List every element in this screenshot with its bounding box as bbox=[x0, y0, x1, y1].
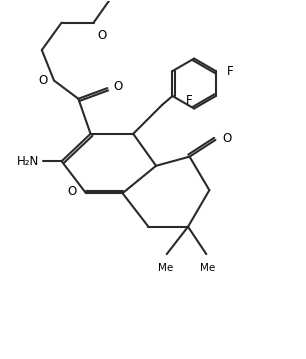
Text: Me: Me bbox=[158, 263, 173, 272]
Text: H₂N: H₂N bbox=[17, 155, 39, 168]
Text: F: F bbox=[186, 94, 193, 107]
Text: O: O bbox=[222, 132, 231, 145]
Text: O: O bbox=[97, 29, 106, 42]
Text: O: O bbox=[114, 80, 123, 93]
Text: O: O bbox=[39, 74, 48, 87]
Text: Me: Me bbox=[200, 263, 215, 272]
Text: F: F bbox=[227, 65, 234, 78]
Text: O: O bbox=[68, 185, 77, 198]
